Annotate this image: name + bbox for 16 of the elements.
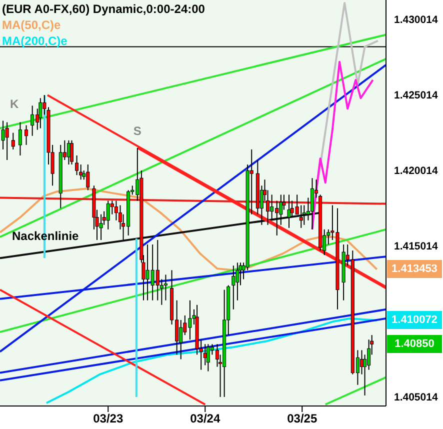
data-label: 1.413453 xyxy=(387,260,442,278)
y-tick-label: 1.430014 xyxy=(394,14,438,26)
y-tick-label: 1.420014 xyxy=(394,165,438,178)
data-label: 1.410072 xyxy=(387,311,442,330)
y-tick-label: 1.425014 xyxy=(394,90,438,102)
x-tick-label: 03/24 xyxy=(190,412,220,426)
annotation: K xyxy=(10,97,19,111)
y-tick-label: 1.415014 xyxy=(394,240,438,253)
text: MA(50,C)e xyxy=(2,17,62,33)
x-tick-label: 03/23 xyxy=(93,412,124,426)
chart-title: (EUR A0-FX,60) Dynamic,0:00-24:00 xyxy=(2,1,205,17)
x-tick-label: 03/25 xyxy=(287,412,318,426)
annotation: S xyxy=(133,124,142,138)
text: MA(200,C)e xyxy=(2,33,68,49)
y-tick-label: 1.405014 xyxy=(394,391,438,404)
y-tick-label: 1.40850 xyxy=(387,335,442,354)
